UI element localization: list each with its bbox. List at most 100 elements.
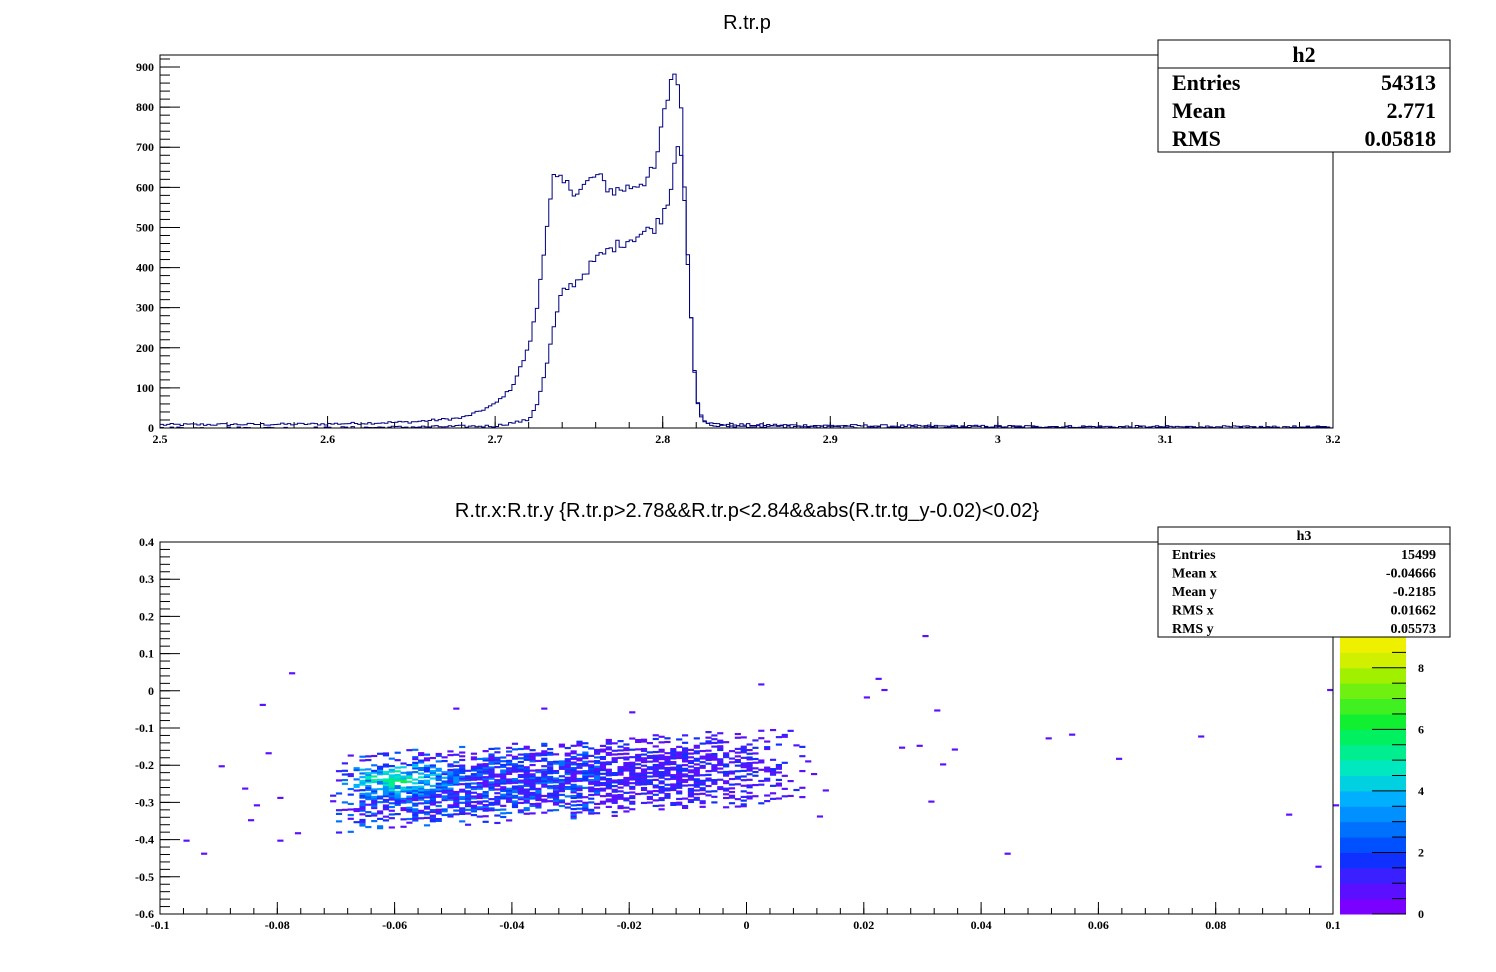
scatter-cell [359,818,366,822]
scatter-cell [418,809,425,812]
scatter-cell [500,771,507,774]
scatter-cell [441,772,448,776]
scatter-cell [746,763,753,767]
scatter-cell [535,782,542,785]
scatter-cell [629,800,636,803]
scatter-cell [541,776,548,779]
scatter-cell [594,791,601,794]
scatter-cell [547,775,554,779]
scatter-cell [400,775,407,778]
scatter-cell [347,830,354,833]
scatter-cell [476,767,483,770]
scatter-cell [582,742,589,745]
scatter-cell [476,800,483,803]
scatter-cell [377,801,384,804]
scatter-cell [629,748,636,751]
scatter-cell [552,788,560,791]
scatter-cell [453,776,460,779]
scatter-cell [617,805,624,808]
scatter-cell [459,790,466,793]
scatter-cell [658,785,665,789]
scatter-cell [464,784,472,787]
scatter-cell [464,823,472,826]
scatter-frame [159,541,1334,915]
scatter-cell [623,780,630,783]
scatter-outlier-cell [940,763,947,766]
scatter-cell [488,753,495,756]
scatter-cell [517,779,524,782]
scatter-cell [494,782,501,785]
scatter-cell [705,742,712,745]
scatter-cell [423,759,431,762]
scatter-cell [681,756,689,759]
scatter-cell [629,767,636,770]
scatter-cell [617,779,624,782]
x-tick-label: 2.5 [153,432,168,446]
scatter-cell [453,813,460,816]
stats-value: 0.05818 [1365,126,1437,151]
scatter-cell [705,731,712,734]
scatter-cell [371,820,378,823]
scatter-cell [388,765,395,768]
scatter-cell [570,744,577,747]
scatter-cell [676,797,683,801]
scatter-cell [347,773,354,776]
scatter-cell [693,746,700,749]
scatter-outlier-cell [875,677,882,680]
scatter-cell [635,781,642,784]
scatter-cell [564,782,571,785]
scatter-cell [464,805,472,808]
palette-swatch [1340,744,1406,761]
scatter-cell [464,792,472,795]
x-tick-label: 0.04 [971,918,992,932]
scatter-cell [635,774,642,777]
scatter-cell [705,749,712,752]
scatter-cell [693,785,700,788]
scatter-cell [605,800,612,803]
scatter-cell [746,762,753,765]
scatter-cell [435,793,442,796]
scatter-cell [347,808,354,811]
scatter-cell [664,770,671,773]
scatter-cell [335,831,343,834]
scatter-cell [359,803,366,807]
scatter-cell [740,803,747,806]
scatter-cell [494,784,501,787]
scatter-cell [570,787,577,790]
scatter-cell [394,801,401,805]
scatter-outlier-cell [1315,865,1322,868]
scatter-cell [699,766,706,769]
scatter-cell [611,785,618,788]
scatter-cell [511,763,519,766]
scatter-cell [412,802,419,805]
scatter-cell [412,785,419,789]
scatter-cell [365,786,372,790]
scatter-cell [453,802,460,805]
scatter-cell [541,794,548,798]
scatter-cell [447,768,454,772]
scatter-cell [500,769,507,772]
scatter-cell [723,782,730,785]
scatter-cell [588,793,595,797]
scatter-cell [558,801,565,804]
scatter-cell [541,750,548,753]
scatter-cell [582,745,589,749]
scatter-outlier-cell [277,796,284,799]
scatter-cell [447,765,454,768]
scatter-cell [676,783,683,786]
scatter-cell [488,770,495,773]
scatter-cell [523,769,530,773]
scatter-cell [470,782,478,785]
scatter-cell [588,797,595,800]
scatter-cell [681,747,689,750]
scatter-cell [423,801,431,805]
x-tick-label: 2.7 [488,432,503,446]
scatter-cell [453,800,460,803]
scatter-cell [435,795,442,798]
scatter-cell [529,776,536,780]
scatter-cell [435,754,442,757]
scatter-cell [676,792,683,795]
scatter-cell [558,786,565,789]
scatter-cell [594,802,601,806]
scatter-cell [676,790,683,793]
